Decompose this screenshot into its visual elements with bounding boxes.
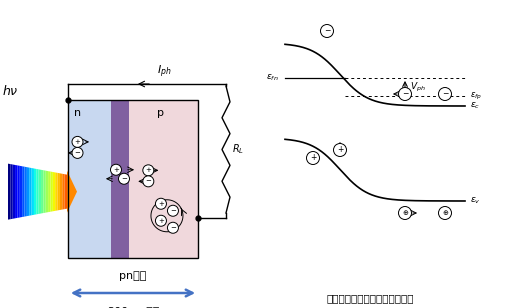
Text: $\varepsilon_c$: $\varepsilon_c$ [470,101,480,111]
Bar [129,100,198,258]
Text: −: − [402,90,408,99]
Polygon shape [11,164,13,219]
Circle shape [156,215,167,226]
Circle shape [72,148,83,158]
Circle shape [111,164,122,175]
Circle shape [307,152,320,164]
Polygon shape [29,168,32,216]
Text: $h\nu$: $h\nu$ [2,84,18,98]
Polygon shape [50,172,53,212]
Text: p: p [157,108,164,118]
Circle shape [168,205,178,216]
Polygon shape [27,167,29,216]
Polygon shape [46,171,48,213]
Circle shape [72,136,83,148]
Circle shape [438,87,451,100]
Polygon shape [41,170,43,213]
Text: +: + [158,201,164,207]
Polygon shape [15,165,18,218]
Polygon shape [22,166,25,217]
Polygon shape [25,167,27,217]
Text: +: + [337,145,343,155]
Polygon shape [53,172,55,211]
Polygon shape [13,164,15,219]
Text: $I_{ph}$: $I_{ph}$ [157,63,172,80]
Polygon shape [20,166,22,217]
Bar [68,100,198,258]
Bar [111,100,129,258]
Text: pn接合: pn接合 [119,271,146,281]
Text: $R_L$: $R_L$ [232,143,244,156]
Circle shape [333,144,346,156]
Polygon shape [39,169,41,214]
Text: −: − [170,225,176,231]
Polygon shape [67,171,77,213]
Text: −: − [442,90,448,99]
Text: −: − [121,176,127,182]
Circle shape [143,176,154,187]
Polygon shape [62,174,65,209]
Circle shape [438,206,451,220]
Text: 200μm程度: 200μm程度 [107,307,159,308]
Polygon shape [43,170,46,213]
Text: $V_{ph}$: $V_{ph}$ [410,80,426,94]
Polygon shape [60,173,62,210]
Text: +: + [75,139,80,145]
Polygon shape [65,174,67,209]
Text: −: − [75,150,80,156]
Text: ⊕: ⊕ [402,210,408,216]
Polygon shape [18,165,20,218]
Circle shape [398,206,412,220]
Text: +: + [310,153,316,163]
Text: $\varepsilon_{fp}$: $\varepsilon_{fp}$ [470,91,482,102]
Polygon shape [58,173,60,210]
Circle shape [143,165,154,176]
Text: −: − [145,178,152,184]
Text: エネルギーバンド図による説明: エネルギーバンド図による説明 [326,293,414,303]
Text: n: n [74,108,82,118]
Text: $\varepsilon_v$: $\varepsilon_v$ [470,196,481,206]
Polygon shape [36,169,39,214]
Text: +: + [158,218,164,224]
Polygon shape [8,164,11,220]
Polygon shape [55,172,58,211]
Polygon shape [48,171,50,212]
Text: ⊕: ⊕ [442,210,448,216]
Circle shape [321,25,333,38]
Text: −: − [170,208,176,214]
Polygon shape [34,168,36,215]
Circle shape [119,173,129,184]
Polygon shape [32,168,34,215]
Text: −: − [324,26,330,35]
Text: $\varepsilon_{fn}$: $\varepsilon_{fn}$ [266,73,279,83]
Bar [68,100,111,258]
Text: +: + [113,167,119,173]
Circle shape [398,87,412,100]
Circle shape [168,222,178,233]
Circle shape [156,198,167,209]
Text: +: + [145,167,152,173]
